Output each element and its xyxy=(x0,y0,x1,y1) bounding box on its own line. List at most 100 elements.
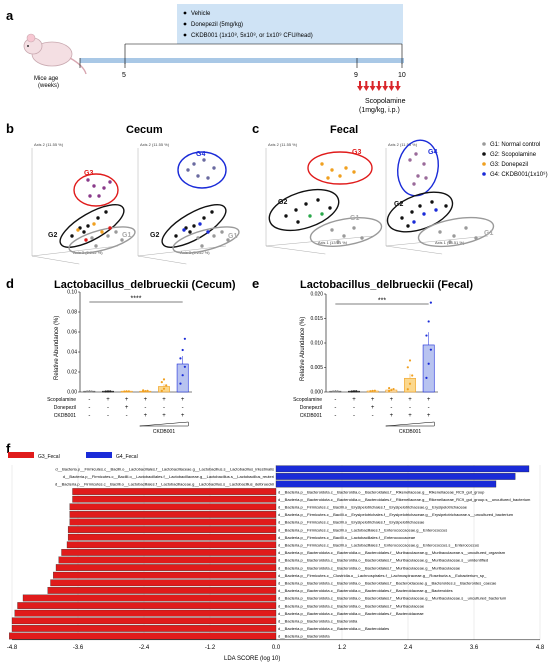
lda-bar xyxy=(61,549,277,556)
pcoa-point-g4 xyxy=(416,174,420,178)
data-point xyxy=(355,390,358,393)
pcoa-point-g3 xyxy=(344,166,348,170)
pcoa-point-g3 xyxy=(326,176,330,180)
data-point xyxy=(350,390,353,393)
pcoa-fecal-title: Fecal xyxy=(330,124,358,136)
bar-6 xyxy=(176,363,189,393)
y-tick-label: 0.02 xyxy=(67,370,77,376)
lda-bar xyxy=(11,617,277,625)
design-sign: - xyxy=(428,405,430,411)
lda-bar-label: d__Bacteria.p__Bacteroidota.c__Bacteroid… xyxy=(278,588,453,593)
pcoa-point-g1 xyxy=(114,230,118,234)
pcoa-point-g4 xyxy=(202,158,206,162)
panel-label-f: f xyxy=(6,441,11,456)
y-tick-label: 0.04 xyxy=(67,350,77,356)
y-axis-label: Relative Abundance (%) xyxy=(300,317,306,381)
x-tick-label: -3.6 xyxy=(73,645,84,651)
x-tick-label: 4.8 xyxy=(536,645,545,651)
ellipse-g2 xyxy=(268,188,340,232)
pcoa-point-g2 xyxy=(418,204,422,208)
lda-bar xyxy=(11,625,277,632)
bar-e-title: Lactobacillus_delbrueckii (Fecal) xyxy=(300,279,473,291)
pcoa-point-g1 xyxy=(336,240,340,244)
arrow-head xyxy=(357,86,363,91)
data-point xyxy=(142,389,145,392)
scopolamine-arrows xyxy=(357,81,401,91)
lda-bar-label: d__Bacteria.p__Bacteroidota.c__Bacteroid… xyxy=(278,489,485,494)
design-row-label: CKDB001 xyxy=(300,413,322,419)
x-tick-label: 0.0 xyxy=(272,645,281,651)
design-row-label: Donepezil xyxy=(54,405,76,411)
y-tick-label: 0.000 xyxy=(310,390,323,396)
bar-chart-cecum: 0.00 0.02 0.04 0.06 0.08 0.10 Relative Abundan… xyxy=(47,290,192,435)
group-label-g2: G2 xyxy=(278,199,287,206)
scopolamine-label: Scopolamine xyxy=(365,98,406,105)
timeline-bar xyxy=(80,58,404,63)
pcoa-point-g3 xyxy=(92,184,96,188)
design-sign: + xyxy=(144,413,148,419)
lda-bar-label: d__Bacteria.p__Firmicutes.c__Bacilli.o__… xyxy=(278,504,468,509)
group-label-g2: G2 xyxy=(48,232,57,239)
data-point xyxy=(427,362,430,365)
pcoa-point-g1 xyxy=(342,234,346,238)
data-point xyxy=(392,387,395,391)
ellipse-g4 xyxy=(397,139,439,197)
data-point xyxy=(146,389,149,392)
pcoa-point-g1 xyxy=(226,238,230,242)
y-tick-label: 0.020 xyxy=(310,292,323,298)
age-label-line1: Mice age xyxy=(34,76,59,82)
design-sign: - xyxy=(163,405,165,411)
design-sign: - xyxy=(182,405,184,411)
ellipse-g3 xyxy=(307,151,373,185)
mouse-illustration xyxy=(23,33,87,75)
lda-bar xyxy=(9,632,277,640)
data-point xyxy=(90,390,93,393)
arrow-head xyxy=(394,86,401,91)
legend-label: G1: Normal control xyxy=(490,142,540,148)
lda-bar xyxy=(58,556,277,564)
pcoa-point-g2 xyxy=(210,210,214,214)
data-point xyxy=(371,389,374,393)
lda-bar xyxy=(22,594,277,602)
design-sign: - xyxy=(144,405,146,411)
arrow-shaft xyxy=(359,81,361,87)
data-point xyxy=(109,390,112,393)
pcoa-point-blue xyxy=(434,208,438,212)
dose-wedge xyxy=(139,421,189,427)
y-tick-label: 0.005 xyxy=(310,365,323,371)
design-sign: - xyxy=(334,405,336,411)
lda-bar-label: d__Bacteria.p__Firmicutes.c__Clostridia.… xyxy=(278,573,487,578)
bar-5 xyxy=(404,377,416,393)
arrow-shaft xyxy=(390,81,393,87)
pcoa-point-g1 xyxy=(448,240,452,244)
pcoa-point-g3 xyxy=(88,194,92,198)
pcoa-point-g2 xyxy=(284,214,288,218)
design-sign: + xyxy=(390,413,394,419)
design-sign: - xyxy=(88,405,90,411)
design-sign: - xyxy=(353,413,355,419)
design-sign: + xyxy=(125,405,129,411)
lda-bar xyxy=(69,503,277,511)
y-axis-label: Relative Abundance (%) xyxy=(54,316,60,380)
pcoa-point-g3 xyxy=(330,168,334,172)
pcoa-point-g4 xyxy=(424,176,428,180)
ellipse-g4 xyxy=(177,151,227,189)
data-point xyxy=(160,381,163,384)
bar-6 xyxy=(422,344,435,393)
treatment-item: Vehicle xyxy=(191,11,211,17)
design-sign: + xyxy=(125,397,129,403)
y-tick-label: 0.010 xyxy=(310,341,323,347)
design-sign: + xyxy=(371,397,375,403)
pcoa-point-g2 xyxy=(104,210,108,214)
pcoa-point-g3 xyxy=(102,186,106,190)
pcoa-point-g4 xyxy=(212,166,216,170)
sig-label: *** xyxy=(378,298,386,305)
x-tick-label: 3.6 xyxy=(470,645,479,651)
data-point xyxy=(179,382,182,385)
panel-label-d: d xyxy=(6,276,14,291)
lda-bar xyxy=(72,495,277,503)
pcoa-point-g1 xyxy=(200,244,204,248)
